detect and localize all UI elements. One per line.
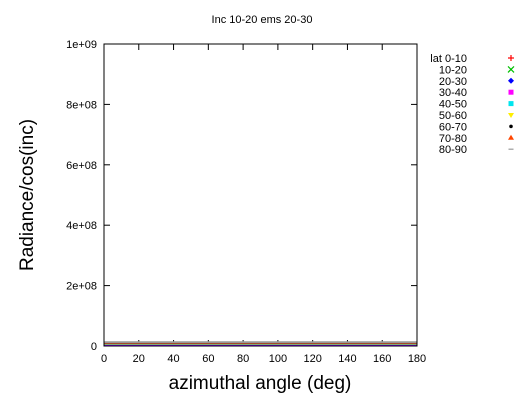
legend-marker-part [508, 89, 514, 95]
x-axis: 0 20 40 60 80 100 120 140 160 180 [101, 44, 426, 365]
legend-marker-part [508, 113, 514, 118]
legend-label: 70-80 [439, 133, 467, 145]
legend-marker [509, 124, 513, 129]
legend-label: 60-70 [439, 121, 467, 133]
legend-label: 40-50 [439, 99, 467, 111]
x-tick-label: 20 [133, 353, 145, 365]
legend-marker [508, 113, 514, 118]
x-axis-label: azimuthal angle (deg) [169, 373, 352, 394]
chart-title: Inc 10-20 ems 20-30 [212, 14, 313, 26]
x-tick-label: 180 [408, 353, 426, 365]
legend-marker-part [509, 124, 513, 129]
y-tick-label: 0 [91, 341, 97, 353]
x-tick-label: 100 [269, 353, 287, 365]
series-layer [104, 341, 417, 347]
legend-marker [508, 77, 514, 84]
y-axis-label: Radiance/cos(inc) [17, 119, 38, 271]
legend-label: 20-30 [439, 76, 467, 88]
legend-label: lat 0-10 [430, 53, 467, 65]
y-axis: 0 2e+08 4e+08 6e+08 8e+08 1e+09 [66, 39, 417, 353]
legend-label: 30-40 [439, 87, 467, 99]
y-tick-label: 2e+08 [66, 281, 97, 293]
legend-marker-part [508, 77, 514, 84]
legend-marker-part [507, 65, 515, 73]
x-tick-label: 80 [237, 353, 249, 365]
legend-label: 50-60 [439, 110, 467, 122]
legend-marker [508, 55, 514, 61]
plot-frame [103, 43, 418, 347]
x-tick-label: 40 [167, 353, 179, 365]
legend-marker [508, 134, 514, 140]
x-tick-label: 140 [338, 353, 356, 365]
legend-marker [508, 89, 514, 95]
x-tick-label: 160 [373, 353, 391, 365]
x-tick-label: 60 [202, 353, 214, 365]
legend-marker [507, 65, 515, 73]
legend: lat 0-1010-2020-3030-4040-5050-6060-7070… [430, 53, 515, 156]
y-tick-label: 8e+08 [66, 99, 97, 111]
legend-marker [508, 101, 514, 107]
y-tick-label: 4e+08 [66, 220, 97, 232]
y-tick-label: 1e+09 [66, 39, 97, 51]
legend-label: 10-20 [439, 64, 467, 76]
legend-marker-part [508, 134, 514, 140]
x-tick-label: 120 [303, 353, 321, 365]
x-tick-label: 0 [101, 353, 107, 365]
legend-label: 80-90 [439, 144, 467, 156]
legend-marker-part [508, 101, 514, 107]
y-tick-label: 6e+08 [66, 160, 97, 172]
